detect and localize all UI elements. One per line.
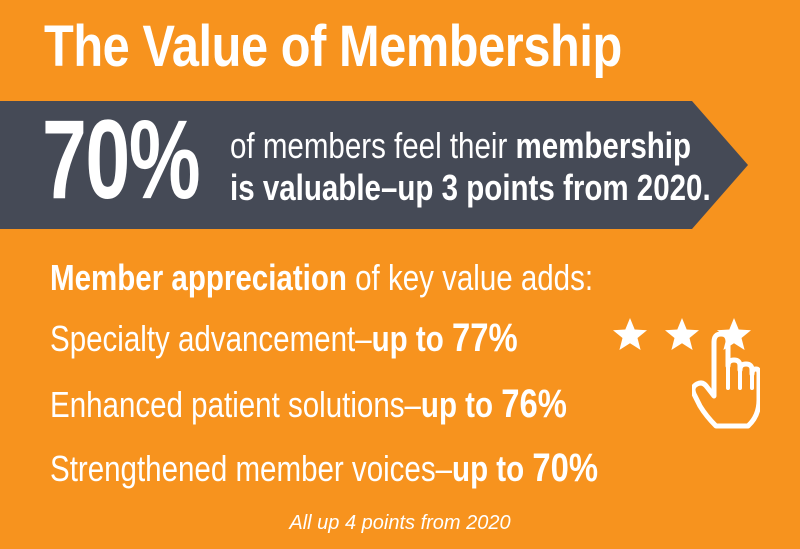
value-item-member-voices: Strengthened member voices–up to 70%	[50, 448, 598, 488]
appreciation-heading-bold: Member appreciation	[50, 257, 347, 298]
value-item-prefix: up to	[452, 448, 533, 489]
value-item-label: Specialty advancement–	[50, 318, 372, 359]
banner-line-1: of members feel their membership	[230, 128, 691, 164]
appreciation-heading: Member appreciation of key value adds:	[50, 260, 593, 296]
appreciation-heading-normal: of key value adds:	[346, 257, 594, 298]
value-item-prefix: up to	[420, 384, 502, 425]
banner-line-2: is valuable–up 3 points from 2020.	[230, 167, 711, 208]
pointing-hand-icon	[692, 332, 760, 429]
banner-line-1-normal: of members feel their	[230, 125, 516, 166]
page-title: The Value of Membership	[44, 14, 622, 79]
star-icon	[665, 318, 699, 350]
value-item-label: Strengthened member voices–	[50, 448, 453, 489]
value-item-value: 76%	[501, 382, 567, 426]
value-item-patient-solutions: Enhanced patient solutions–up to 76%	[50, 384, 567, 424]
banner-line-1-bold: membership	[515, 125, 692, 166]
value-item-value: 77%	[451, 316, 518, 360]
value-item-value: 70%	[532, 446, 599, 490]
star-icon	[613, 318, 647, 350]
value-item-label: Enhanced patient solutions–	[50, 384, 421, 425]
value-item-prefix: up to	[371, 318, 452, 359]
stat-banner	[0, 101, 748, 229]
banner-arrow-shape	[0, 101, 748, 229]
big-stat: 70%	[42, 97, 201, 222]
footnote: All up 4 points from 2020	[289, 512, 511, 534]
value-item-specialty: Specialty advancement–up to 77%	[50, 318, 518, 358]
